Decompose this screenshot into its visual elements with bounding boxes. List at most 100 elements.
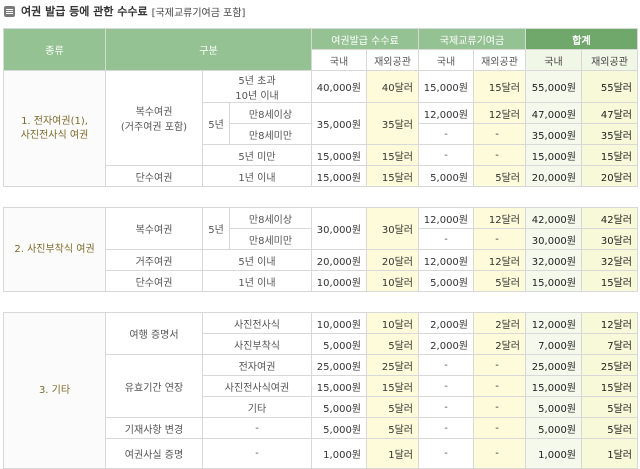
intl-domestic: -: [418, 144, 474, 166]
intl-overseas: 12달러: [473, 102, 526, 124]
total-overseas: 32달러: [581, 249, 638, 271]
intl-overseas: -: [473, 123, 526, 145]
sub-overseas: 재외공관: [473, 49, 526, 71]
total-domestic: 32,000원: [525, 249, 582, 271]
fee-overseas: 5달러: [366, 396, 419, 418]
fee-domestic: 15,000원: [311, 375, 367, 397]
total-domestic: 25,000원: [525, 354, 582, 376]
total-overseas: 5달러: [581, 417, 638, 439]
class-label: 복수여권: [105, 207, 203, 250]
intl-overseas: 2달러: [473, 333, 526, 355]
header-intl: 국제교류기여금: [418, 28, 526, 50]
intl-overseas: 5달러: [473, 270, 526, 292]
intl-domestic: -: [418, 417, 474, 439]
intl-overseas: -: [473, 228, 526, 250]
intl-overseas: -: [473, 417, 526, 439]
class-label: 기재사항 변경: [105, 417, 203, 439]
period-cell: 1년 이내: [202, 270, 312, 292]
intl-overseas: -: [473, 375, 526, 397]
class-line: (거주여권 포함): [120, 122, 188, 133]
table-row: 단수여권 1년 이내 10,000원 10달러 5,000원 5달러 15,00…: [4, 270, 638, 292]
period-cell: -: [202, 417, 312, 439]
fee-domestic: 5,000원: [311, 333, 367, 355]
header-type: 종류: [3, 28, 106, 71]
fee-overseas: 40달러: [366, 70, 419, 103]
intl-overseas: 12달러: [473, 207, 526, 229]
table-row: 5년 미만 15,000원 15달러 - - 15,000원 15달러: [4, 144, 638, 166]
title-main: 여권 발급 등에 관한 수수료: [21, 5, 148, 18]
total-overseas: 47달러: [581, 102, 638, 124]
section-gap: [3, 291, 638, 313]
fee-domestic: 20,000원: [311, 249, 367, 271]
total-overseas: 5달러: [581, 396, 638, 418]
fee-domestic: 10,000원: [311, 270, 367, 292]
class-label: 단수여권: [105, 270, 203, 292]
intl-domestic: -: [418, 123, 474, 145]
table-row: 거주여권 5년 이내 20,000원 20달러 12,000원 12달러 32,…: [4, 249, 638, 271]
table-row: 1. 전자여권(1), 사진전사식 여권 복수여권 (거주여권 포함) 5년 초…: [3, 70, 638, 187]
total-domestic: 35,000원: [525, 123, 582, 145]
header-fee: 여권발급 수수료: [311, 28, 419, 50]
category-line: 사진전사식 여권: [20, 129, 89, 141]
sub-domestic: 국내: [418, 49, 474, 71]
fee-domestic: 30,000원: [311, 207, 367, 250]
total-domestic: 7,000원: [525, 333, 582, 355]
fee-domestic: 40,000원: [311, 70, 367, 103]
intl-domestic: 5,000원: [418, 270, 474, 292]
class-label: 여행 증명서: [105, 312, 203, 355]
intl-domestic: 12,000원: [418, 102, 474, 124]
intl-domestic: 12,000원: [418, 207, 474, 229]
class-line: 복수여권: [135, 107, 173, 118]
total-overseas: 1달러: [581, 438, 638, 469]
intl-domestic: 5,000원: [418, 165, 474, 187]
fee-overseas: 20달러: [366, 249, 419, 271]
intl-overseas: -: [473, 396, 526, 418]
category-line: 1. 전자여권(1),: [21, 115, 88, 127]
section-gap: [3, 186, 638, 208]
intl-domestic: -: [418, 228, 474, 250]
fee-overseas: 5달러: [366, 417, 419, 439]
fee-overseas: 15달러: [366, 375, 419, 397]
intl-domestic: 2,000원: [418, 312, 474, 334]
sub-domestic: 국내: [311, 49, 367, 71]
total-domestic: 30,000원: [525, 228, 582, 250]
fee-overseas: 30달러: [366, 207, 419, 250]
intl-domestic: 2,000원: [418, 333, 474, 355]
table-row: 2. 사진부착식 여권 복수여권 5년 만8세이상 30,000원 30달러 1…: [3, 207, 638, 292]
total-overseas: 12달러: [581, 312, 638, 334]
intl-overseas: -: [473, 144, 526, 166]
table-row: 3. 기타 여행 증명서 사진전사식 10,000원 10달러 2,000원 2…: [3, 312, 638, 469]
sub-overseas: 재외공관: [581, 49, 638, 71]
table-row: 만8세미만 - - 35,000원 35달러: [4, 123, 638, 145]
header-total: 합계: [525, 28, 638, 50]
category-label: 1. 전자여권(1), 사진전사식 여권: [3, 70, 106, 187]
total-domestic: 1,000원: [525, 438, 582, 469]
period-cell: 만8세이상: [229, 102, 312, 124]
total-overseas: 15달러: [581, 375, 638, 397]
class-label: 단수여권: [105, 165, 203, 187]
header-class: 구분: [105, 28, 312, 71]
total-overseas: 15달러: [581, 144, 638, 166]
fee-domestic: 5,000원: [311, 417, 367, 439]
total-overseas: 30달러: [581, 228, 638, 250]
total-domestic: 5,000원: [525, 396, 582, 418]
list-icon: [4, 5, 15, 17]
period-cell: 기타: [202, 396, 312, 418]
table-row: 5년 만8세이상 35,000원 35달러 12,000원 12달러 47,00…: [4, 102, 638, 145]
intl-overseas: 5달러: [473, 165, 526, 187]
period-cell: 만8세이상: [229, 207, 312, 229]
total-domestic: 12,000원: [525, 312, 582, 334]
total-overseas: 15달러: [581, 270, 638, 292]
fee-overseas: 5달러: [366, 333, 419, 355]
fee-overseas: 15달러: [366, 144, 419, 166]
period-cell: -: [202, 438, 312, 469]
period-cell: 만8세미만: [229, 228, 312, 250]
intl-overseas: -: [473, 354, 526, 376]
sub-domestic: 국내: [525, 49, 582, 71]
intl-overseas: 2달러: [473, 312, 526, 334]
fee-overseas: 25달러: [366, 354, 419, 376]
total-domestic: 15,000원: [525, 144, 582, 166]
period-cell: 1년 이내: [202, 165, 312, 187]
period-cell: 5년 초과 10년 이내: [202, 70, 312, 103]
class-label: 복수여권 (거주여권 포함): [105, 70, 203, 166]
